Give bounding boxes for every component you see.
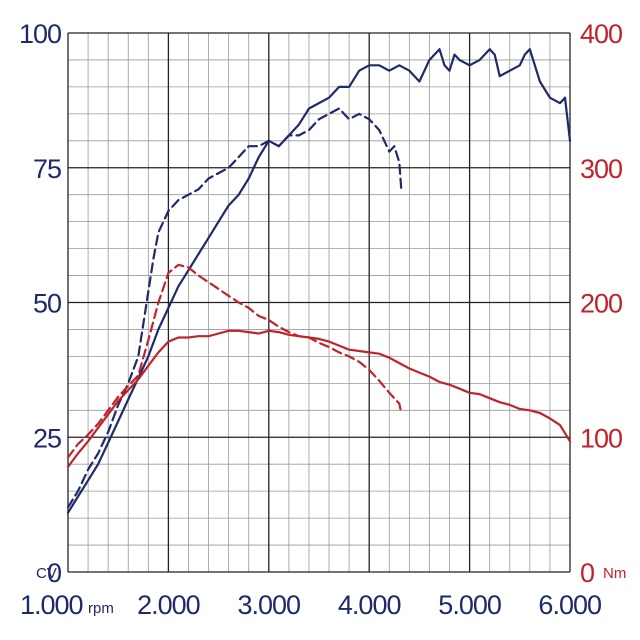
- x-axis-tick-label: 5.000: [438, 590, 501, 620]
- series-line-torque-dashed: [66, 263, 403, 459]
- major-grid: [67, 32, 571, 573]
- right-axis-unit: Nm: [603, 565, 626, 582]
- series-line-power-solid: [66, 48, 572, 514]
- left-axis-tick-label: 25: [33, 423, 61, 453]
- right-axis-tick-label: 300: [580, 154, 622, 184]
- x-axis-tick-label: 4.000: [338, 590, 401, 620]
- left-axis-tick-label: 100: [19, 19, 61, 49]
- x-axis-tick-label: 2.000: [137, 590, 200, 620]
- series-layer: [66, 48, 572, 514]
- axis-labels: CV Nm rpm: [36, 565, 626, 617]
- x-axis-tick-label: 1.000: [20, 590, 83, 620]
- left-axis-tick-label: 50: [33, 289, 61, 319]
- x-axis-tick-label: 6.000: [538, 590, 601, 620]
- x-axis-tick-label: 3.000: [238, 590, 301, 620]
- right-axis-tick-label: 0: [580, 558, 594, 588]
- right-axis-tick-label: 400: [580, 19, 622, 49]
- right-axis-tick-label: 100: [580, 423, 622, 453]
- left-axis-tick-label: 0: [47, 558, 61, 588]
- left-axis-unit: CV: [36, 565, 57, 582]
- series-line-power-dashed: [66, 107, 403, 509]
- series-line-torque-solid: [66, 329, 572, 468]
- tick-labels: 0 25 50 75 100 0 100 200 300 400 1.000 2.000 3.000 4.…: [19, 19, 623, 620]
- left-axis-tick-label: 75: [33, 154, 61, 184]
- x-axis-unit: rpm: [88, 600, 114, 617]
- right-axis-tick-label: 200: [580, 289, 622, 319]
